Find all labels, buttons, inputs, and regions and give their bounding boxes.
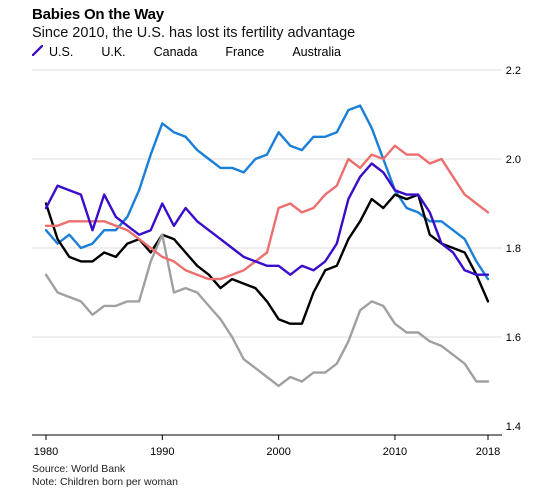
x-tick-label: 2000 [266, 446, 290, 458]
series-line-france [44, 144, 490, 281]
legend-label: U.S. [49, 45, 74, 59]
y-tick-label: 2.0 [506, 154, 521, 166]
x-tick-label: 2010 [383, 446, 407, 458]
series-lines [44, 104, 490, 388]
y-tick-label: 2.2 [506, 65, 521, 77]
y-tick-label: 1.4 [506, 421, 521, 433]
units-note: Note: Children born per woman [32, 476, 178, 488]
series-line-canada [44, 233, 490, 388]
series-line-u-s [44, 104, 490, 281]
legend-label: U.K. [101, 45, 126, 59]
y-tick-label: 1.8 [506, 243, 521, 255]
chart-legend: U.S. U.K. Canada France Australia [32, 45, 352, 59]
source-note: Source: World Bank [32, 463, 126, 475]
chart-title: Babies On the Way [32, 6, 164, 23]
x-tick-label: 2018 [476, 446, 500, 458]
x-tick-label: 1980 [34, 446, 58, 458]
x-tick-label: 1990 [150, 446, 174, 458]
legend-label: France [225, 45, 265, 59]
legend-item: Australia [32, 45, 341, 59]
legend-label: Australia [292, 45, 341, 59]
legend-swatch [32, 45, 286, 58]
chart-subtitle: Since 2010, the U.S. has lost its fertil… [32, 25, 356, 41]
y-tick-label: 1.6 [506, 332, 521, 344]
series-line-u-k [44, 193, 490, 325]
series-line-australia [44, 162, 490, 276]
axes: 1.4 1.6 1.8 2.0 2.2 1980 1990 2000 2010 2018 [32, 65, 521, 458]
legend-label: Canada [153, 45, 198, 59]
